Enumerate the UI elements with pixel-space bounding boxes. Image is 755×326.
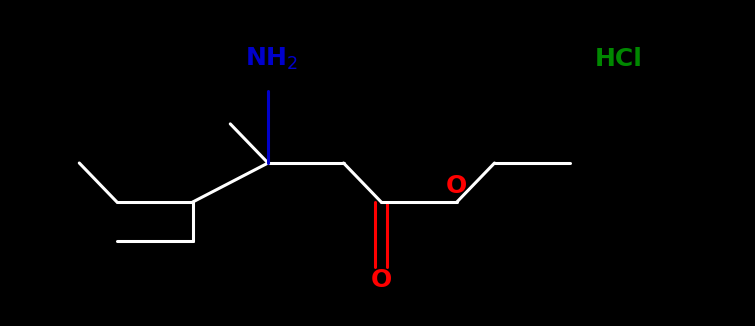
Text: O: O bbox=[371, 268, 392, 292]
Text: O: O bbox=[446, 174, 467, 198]
Text: NH$_2$: NH$_2$ bbox=[245, 46, 298, 72]
Text: HCl: HCl bbox=[595, 47, 643, 71]
